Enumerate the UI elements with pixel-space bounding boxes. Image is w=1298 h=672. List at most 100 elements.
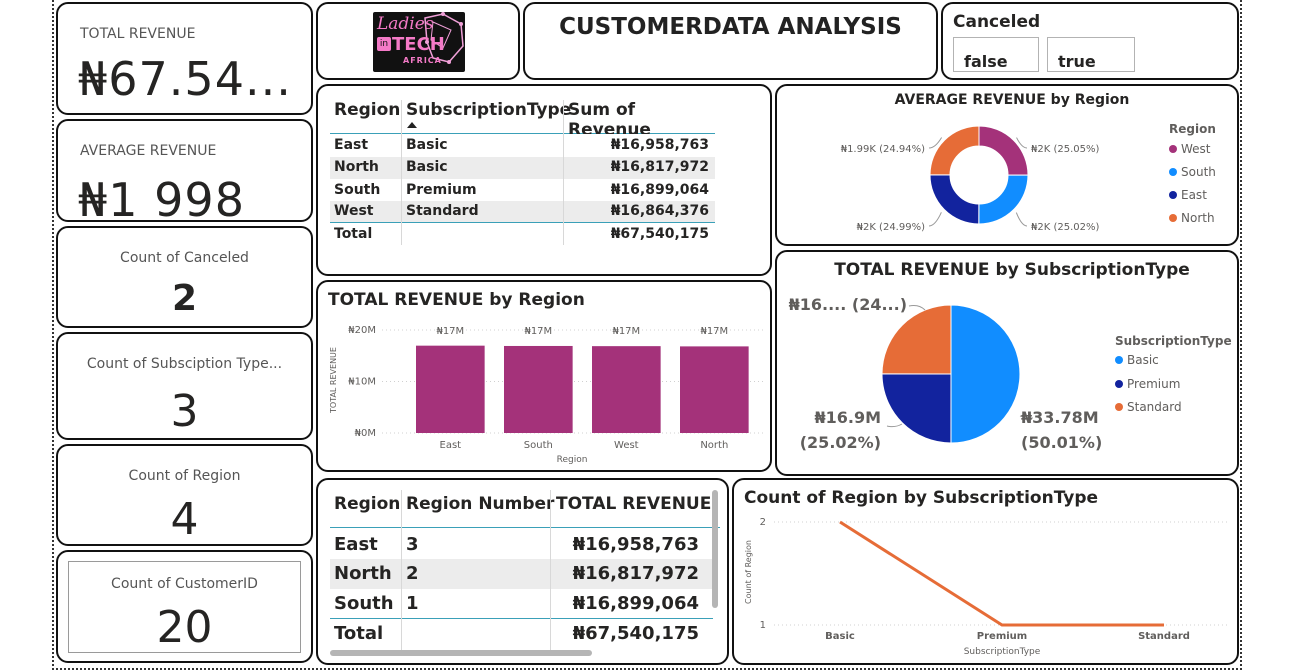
kpi-count-region[interactable]: Count of Region 4 <box>56 444 313 546</box>
vertical-scrollbar[interactable] <box>712 490 718 608</box>
line-chart-count-region-by-subscription[interactable]: Count of Region by SubscriptionType 1 2 Ba… <box>732 478 1239 665</box>
table-region-number[interactable]: Region Region Number TOTAL REVENUE East … <box>316 478 729 665</box>
kpi-label: Count of Canceled <box>120 250 249 266</box>
cell-revenue: ₦16,899,064 <box>572 593 699 614</box>
legend-item-north[interactable]: North <box>1169 211 1215 225</box>
col-divider <box>550 490 551 655</box>
legend-label: Basic <box>1127 353 1159 367</box>
horizontal-scrollbar[interactable] <box>330 650 592 656</box>
legend-item-premium[interactable]: Premium <box>1115 377 1180 391</box>
table-row[interactable]: South Premium ₦16,899,064 <box>330 179 715 201</box>
pie-chart-total-revenue-by-subscription[interactable]: TOTAL REVENUE by SubscriptionType ₦33.78… <box>775 250 1239 476</box>
legend-title: Region <box>1169 122 1216 136</box>
kpi-count-subscription-type[interactable]: Count of Subsciption Type... 3 <box>56 332 313 440</box>
cell-region: North <box>334 159 379 175</box>
legend-dot <box>1115 356 1123 364</box>
y-tick-label: ₦0M <box>355 428 376 439</box>
col-header-region[interactable]: Region <box>334 494 401 514</box>
chart-title: AVERAGE REVENUE by Region <box>894 92 1130 108</box>
table-row[interactable]: East Basic ₦16,958,763 <box>330 134 715 157</box>
report-canvas <box>52 0 1242 670</box>
table-row[interactable]: East 3 ₦16,958,763 <box>330 530 713 559</box>
kpi-average-revenue[interactable]: AVERAGE REVENUE ₦1 998 <box>56 119 313 222</box>
donut-leader-line <box>928 137 943 149</box>
y-axis-title: Count of Region <box>744 540 753 604</box>
legend-item-standard[interactable]: Standard <box>1115 400 1182 414</box>
col-divider <box>401 490 402 655</box>
bar-north <box>680 346 749 433</box>
table-header-row: Region Region Number TOTAL REVENUE <box>330 488 720 528</box>
col-header-region[interactable]: Region <box>334 100 401 120</box>
donut-plot: ₦2K (25.05%) ₦2K (25.02%) ₦2K (24.99%) ₦1.9… <box>841 125 1099 233</box>
kpi-value: 20 <box>156 602 213 653</box>
y-tick-label: ₦20M <box>348 325 376 336</box>
bar-east <box>416 345 485 433</box>
series-line <box>839 520 1164 627</box>
x-tick-label: North <box>700 440 728 451</box>
pie-leader-line <box>908 305 926 311</box>
total-label: Total <box>334 226 373 242</box>
table-row[interactable]: West Standard ₦16,864,376 <box>330 201 715 223</box>
canceled-slicer[interactable]: Canceled false true <box>941 2 1239 80</box>
table-region-subscription[interactable]: Region SubscriptionType Sum of Revenue E… <box>316 84 772 276</box>
col-header-total-revenue[interactable]: TOTAL REVENUE <box>556 494 712 514</box>
kpi-label: Count of Subsciption Type... <box>86 356 283 372</box>
table-row[interactable]: North Basic ₦16,817,972 <box>330 157 715 179</box>
x-tick-label: West <box>614 440 639 451</box>
legend-label: West <box>1181 142 1211 156</box>
col-header-region-number[interactable]: Region Number <box>406 494 555 514</box>
cell-subscription: Basic <box>406 137 448 153</box>
kpi-label: TOTAL REVENUE <box>80 26 196 42</box>
legend-item-west[interactable]: West <box>1169 142 1211 156</box>
logo-badge: in <box>377 37 391 51</box>
kpi-count-canceled[interactable]: Count of Canceled 2 <box>56 226 313 328</box>
slicer-option-true[interactable]: true <box>1047 37 1135 72</box>
cell-subscription: Premium <box>406 182 477 198</box>
table-row[interactable]: North 2 ₦16,817,972 <box>330 559 713 589</box>
total-label: Total <box>334 623 384 644</box>
x-tick-label: South <box>524 440 553 451</box>
donut-leader-line <box>1016 137 1028 149</box>
donut-data-label: ₦2K (24.99%) <box>857 222 925 233</box>
pie-slice-standard <box>881 304 952 375</box>
table-total-row: Total ₦67,540,175 <box>330 619 713 649</box>
legend-item-south[interactable]: South <box>1169 165 1216 179</box>
cell-region-number: 1 <box>406 593 419 614</box>
donut-chart-average-revenue[interactable]: AVERAGE REVENUE by Region ₦2K (25.05%) ₦2… <box>775 84 1239 246</box>
x-axis-title: SubscriptionType <box>964 647 1041 657</box>
logo-text-tech: TECH <box>392 34 445 55</box>
cell-subscription: Basic <box>406 159 448 175</box>
legend-item-east[interactable]: East <box>1169 188 1207 202</box>
bar-chart-total-revenue-by-region[interactable]: TOTAL REVENUE by Region ₦0M ₦10M ₦20M ₦17M E… <box>316 280 772 472</box>
donut-slice-east <box>929 174 980 225</box>
cell-region-number: 3 <box>406 534 419 555</box>
col-divider <box>401 100 402 245</box>
legend-label: North <box>1181 211 1215 225</box>
donut-slice-west <box>978 125 1029 176</box>
kpi-count-customerid[interactable]: Count of CustomerID 20 <box>56 550 313 663</box>
x-tick-label: Standard <box>1138 631 1190 642</box>
table-row[interactable]: South 1 ₦16,899,064 <box>330 589 713 619</box>
line-plot: 1 2 Basic Premium Standard SubscriptionType Co… <box>744 517 1229 657</box>
table-body: East Basic ₦16,958,763 North Basic ₦16,8… <box>330 134 715 247</box>
cell-revenue: ₦16,864,376 <box>610 203 709 219</box>
y-tick-label: ₦10M <box>348 377 376 388</box>
pie-leader-line <box>886 423 903 428</box>
cell-subscription: Standard <box>406 203 479 219</box>
bar-data-label: ₦17M <box>700 326 728 337</box>
bar-data-label: ₦17M <box>436 326 464 337</box>
kpi-value: 2 <box>171 278 198 319</box>
kpi-total-revenue[interactable]: TOTAL REVENUE ₦67.54... <box>56 2 313 115</box>
donut-data-label: ₦2K (25.02%) <box>1031 222 1099 233</box>
donut-data-label: ₦1.99K (24.94%) <box>841 144 925 155</box>
logo-text-africa: AFRICA <box>403 56 442 65</box>
pie-slice-basic <box>950 304 1021 444</box>
cell-region: West <box>334 203 374 219</box>
legend-dot <box>1169 168 1177 176</box>
slicer-option-false[interactable]: false <box>953 37 1039 72</box>
col-header-subscriptiontype[interactable]: SubscriptionType <box>406 100 572 120</box>
pie-data-label-basic-pct: (50.01%) <box>1021 433 1102 452</box>
legend-item-basic[interactable]: Basic <box>1115 353 1159 367</box>
pie-data-label-basic: ₦33.78M <box>1021 408 1099 427</box>
cell-revenue: ₦16,958,763 <box>572 534 699 555</box>
